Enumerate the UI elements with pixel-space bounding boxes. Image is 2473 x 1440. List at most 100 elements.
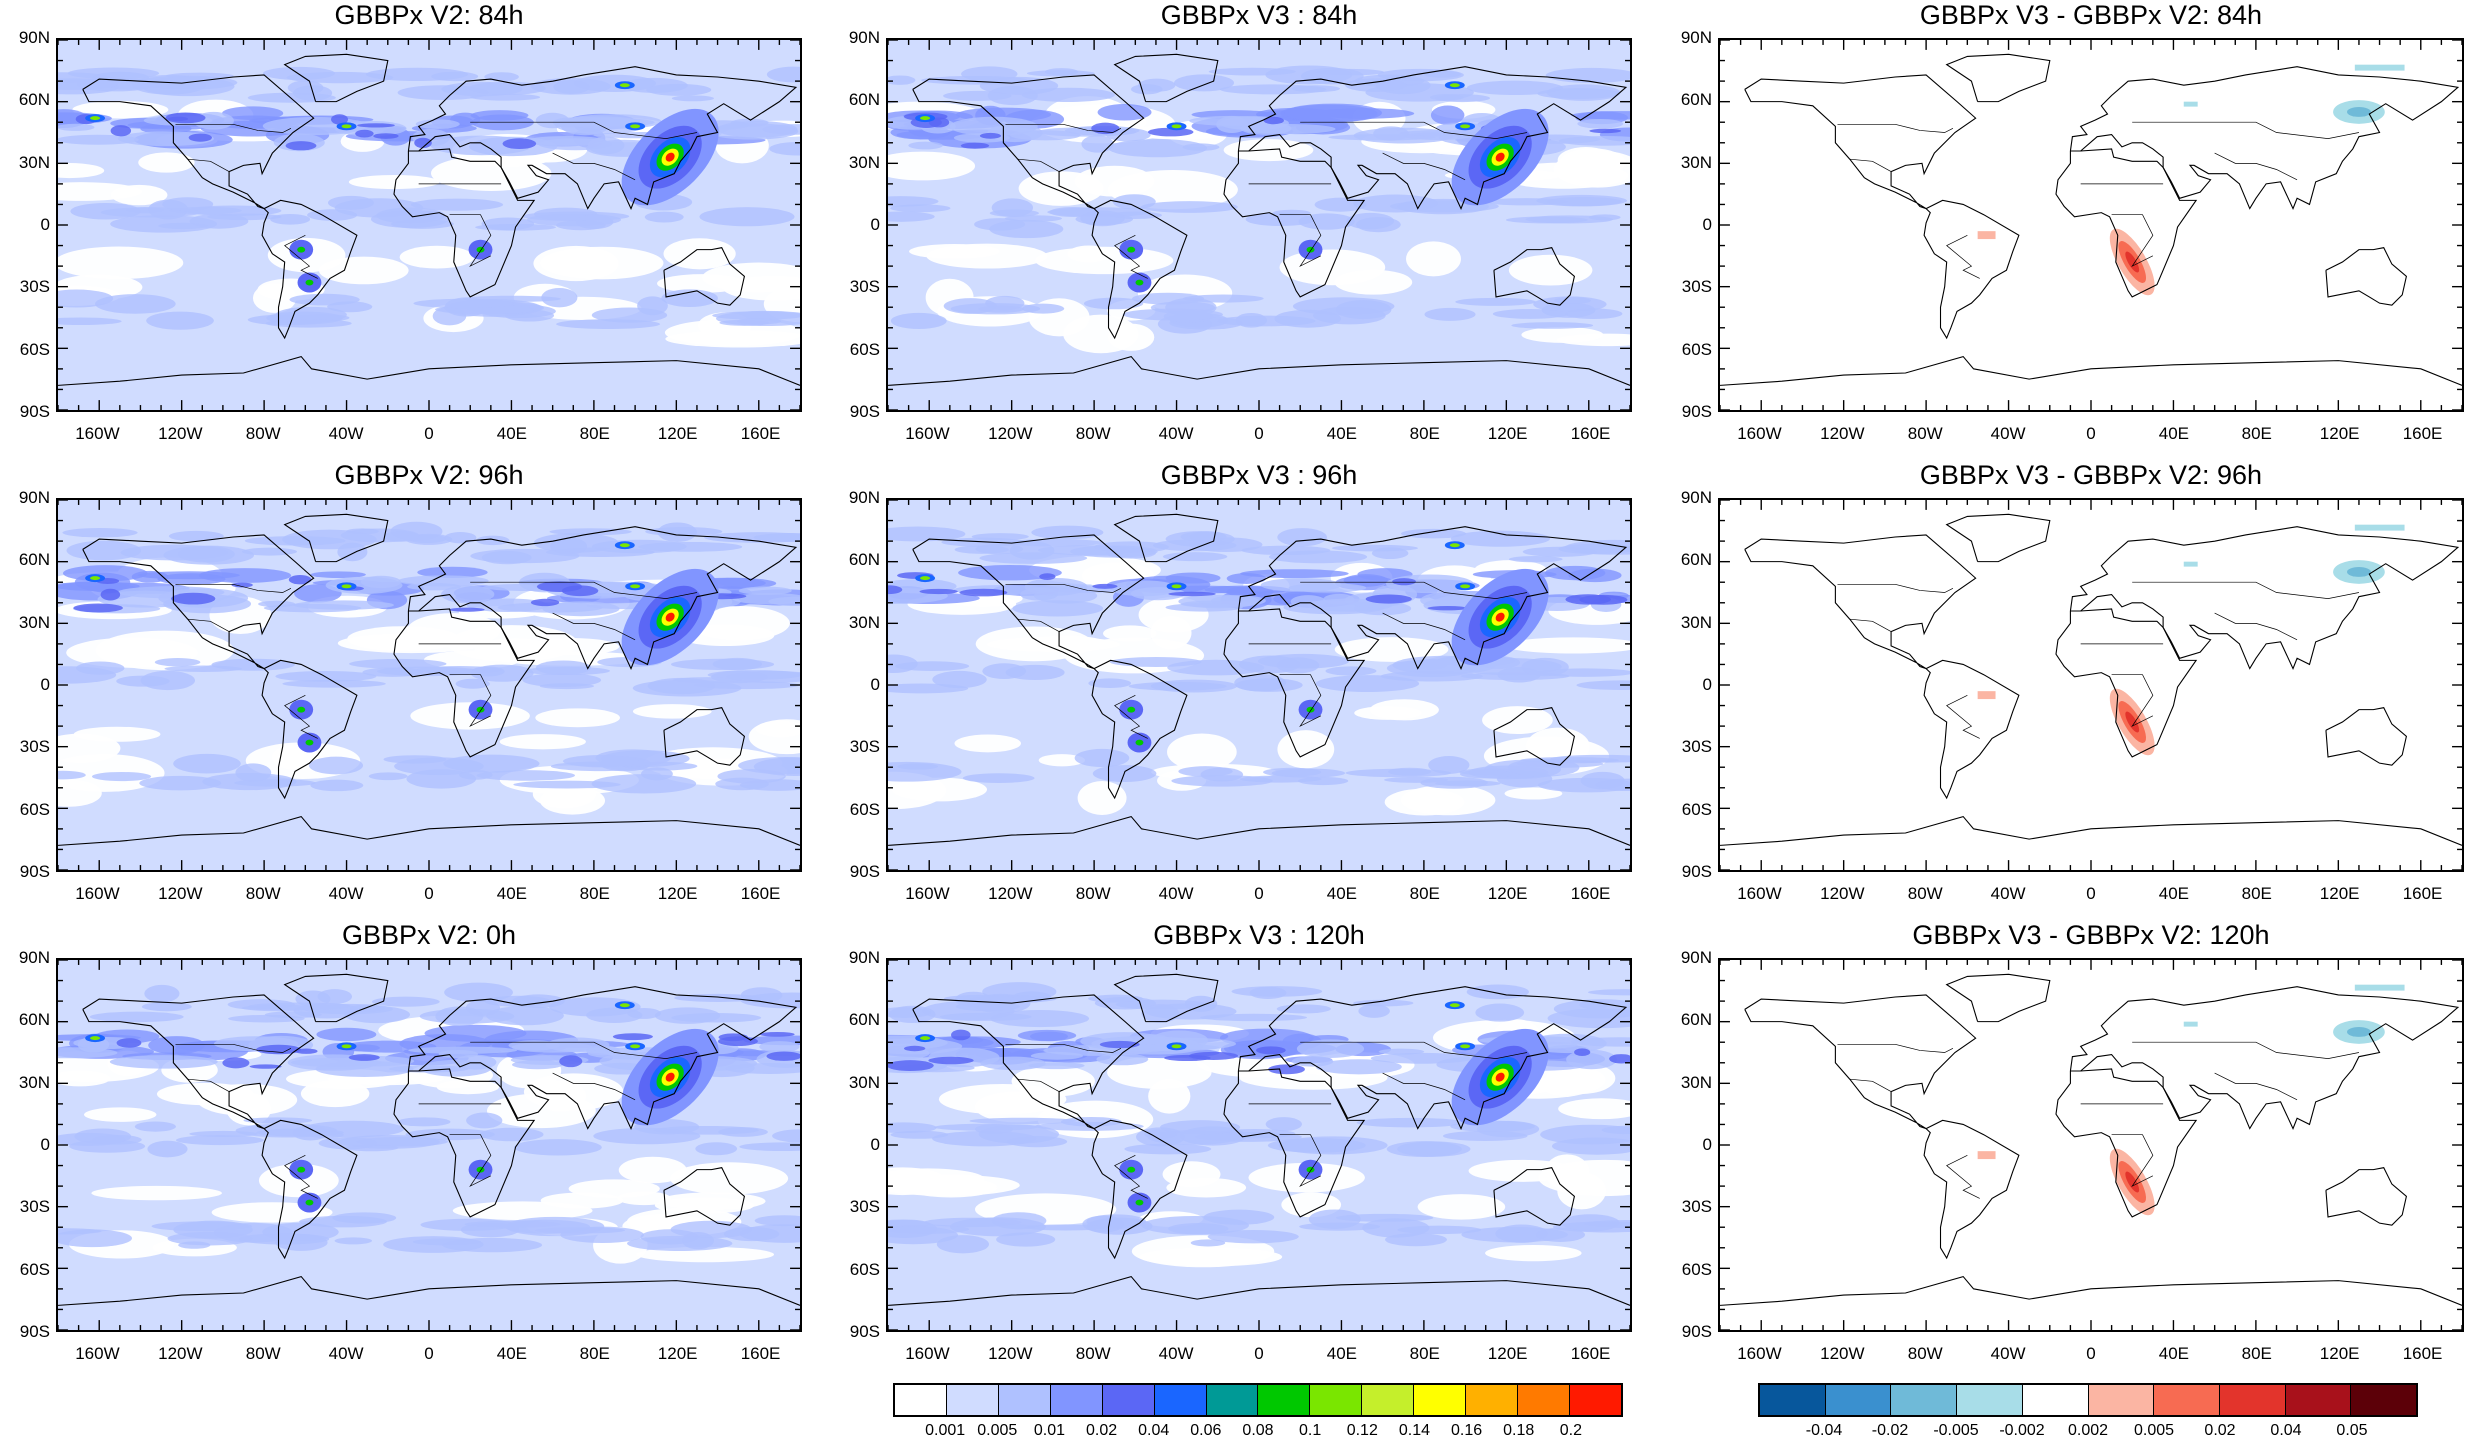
panel-title: GBBPx V3 - GBBPx V2: 84h	[1919, 0, 2263, 30]
latitude-tick-label: 30N	[848, 1072, 880, 1092]
colorbar-label: 0.02	[2204, 1422, 2236, 1439]
emission-map	[886, 38, 1632, 412]
longitude-tick-label: 40E	[1326, 884, 1357, 903]
latitude-tick-label: 90S	[849, 1322, 880, 1341]
latitude-tick-label: 90S	[1681, 1322, 1712, 1341]
longitude-tick-label: 120E	[2319, 884, 2360, 903]
emission-map	[56, 498, 802, 872]
longitude-tick-label: 160W	[905, 1344, 950, 1363]
latitude-tick-label: 60N	[1680, 550, 1712, 570]
longitude-tick-label: 80E	[1409, 424, 1440, 443]
latitude-tick-label: 90N	[18, 948, 50, 967]
longitude-tick-label: 40W	[328, 884, 364, 903]
colorbar-swatch	[895, 1385, 947, 1415]
longitude-tick-label: 40W	[328, 1344, 364, 1363]
latitude-tick-label: 90S	[1681, 402, 1712, 421]
longitude-tick-label: 0	[1254, 884, 1264, 903]
longitude-tick-label: 40W	[1990, 1344, 2026, 1363]
longitude-tick-label: 80W	[1075, 884, 1111, 903]
colorbar-swatch	[1466, 1385, 1519, 1415]
longitude-tick-label: 40W	[1158, 884, 1194, 903]
longitude-tick-label: 160E	[740, 1344, 781, 1363]
longitude-tick-label: 120W	[158, 1344, 203, 1363]
longitude-tick-label: 80W	[1075, 1344, 1111, 1363]
latitude-tick-label: 90N	[1680, 28, 1712, 47]
longitude-tick-label: 160W	[1737, 1344, 1782, 1363]
emission-map	[886, 958, 1632, 1332]
latitude-tick-label: 0	[40, 215, 50, 234]
latitude-tick-label: 30N	[1680, 152, 1712, 172]
panel-title: GBBPx V2: 96h	[334, 460, 524, 490]
longitude-tick-label: 160W	[1737, 884, 1782, 903]
colorbar-label: 0.04	[2270, 1422, 2302, 1439]
latitude-tick-label: 0	[1702, 215, 1712, 234]
colorbar-swatch	[1825, 1385, 1892, 1415]
latitude-tick-label: 0	[1702, 1135, 1712, 1154]
panel-title: GBBPx V3 - GBBPx V2: 120h	[1912, 920, 2270, 950]
colorbar-swatch	[1154, 1385, 1207, 1415]
latitude-tick-label: 30S	[1681, 737, 1712, 757]
latitude-tick-label: 0	[870, 215, 880, 234]
colorbar-label: 0.1	[1299, 1422, 1322, 1439]
longitude-tick-label: 160W	[1737, 424, 1782, 443]
latitude-tick-label: 30N	[18, 152, 50, 172]
latitude-tick-label: 60N	[1680, 1010, 1712, 1030]
colorbar-swatch	[1957, 1385, 2023, 1415]
latitude-tick-label: 30S	[849, 737, 880, 757]
colorbar-label: 0.2	[1559, 1422, 1582, 1439]
colorbar-label: 0.005	[977, 1422, 1018, 1439]
longitude-tick-label: 160E	[1570, 884, 1611, 903]
colorbar-label: 0.12	[1346, 1422, 1378, 1439]
colorbar-difference	[1758, 1383, 2418, 1417]
longitude-tick-label: 40W	[1158, 424, 1194, 443]
latitude-tick-label: 60S	[1681, 799, 1712, 819]
latitude-tick-label: 30N	[1680, 612, 1712, 632]
colorbar-swatch	[2088, 1385, 2155, 1415]
longitude-tick-label: 0	[2086, 884, 2096, 903]
longitude-tick-label: 80E	[579, 884, 610, 903]
longitude-tick-label: 160E	[2402, 884, 2443, 903]
longitude-tick-label: 120W	[988, 884, 1033, 903]
colorbar-label: 0.005	[2133, 1422, 2175, 1439]
longitude-tick-label: 120W	[1820, 1344, 1865, 1363]
colorbar-label: 0.14	[1398, 1422, 1430, 1439]
colorbar-swatch	[1050, 1385, 1103, 1415]
latitude-tick-label: 60S	[1681, 339, 1712, 359]
latitude-tick-label: 90N	[18, 28, 50, 47]
longitude-tick-label: 120W	[1820, 424, 1865, 443]
longitude-tick-label: 120E	[657, 424, 698, 443]
longitude-tick-label: 80W	[1907, 424, 1943, 443]
colorbar-swatch	[1760, 1385, 1826, 1415]
colorbar-swatch	[1310, 1385, 1363, 1415]
panel-title: GBBPx V3 - GBBPx V2: 96h	[1919, 460, 2263, 490]
emission-map	[56, 38, 802, 412]
latitude-tick-label: 60N	[848, 1010, 880, 1030]
colorbar-label: -0.04	[1805, 1422, 1843, 1439]
longitude-tick-label: 80E	[1409, 884, 1440, 903]
latitude-tick-label: 60N	[18, 90, 50, 110]
colorbar-swatch	[998, 1385, 1051, 1415]
latitude-tick-label: 30N	[848, 612, 880, 632]
longitude-tick-label: 160E	[2402, 1344, 2443, 1363]
panel-title: GBBPx V3 : 84h	[1160, 0, 1358, 30]
longitude-tick-label: 160W	[75, 884, 120, 903]
latitude-tick-label: 90N	[18, 488, 50, 507]
panel-title: GBBPx V3 : 120h	[1153, 920, 1365, 950]
longitude-tick-label: 160W	[905, 424, 950, 443]
colorbar-swatch	[1414, 1385, 1467, 1415]
latitude-tick-label: 0	[40, 1135, 50, 1154]
colorbar-label: -0.02	[1871, 1422, 1909, 1439]
latitude-tick-label: 30N	[1680, 1072, 1712, 1092]
latitude-tick-label: 60N	[18, 1010, 50, 1030]
latitude-tick-label: 90S	[19, 1322, 50, 1341]
colorbar-swatch	[2154, 1385, 2220, 1415]
colorbar-swatch	[2219, 1385, 2286, 1415]
longitude-tick-label: 80E	[2241, 1344, 2272, 1363]
emission-map	[886, 498, 1632, 872]
latitude-tick-label: 30N	[848, 152, 880, 172]
latitude-tick-label: 90N	[848, 488, 880, 507]
latitude-tick-label: 90S	[849, 402, 880, 421]
longitude-tick-label: 80E	[1409, 1344, 1440, 1363]
latitude-tick-label: 30S	[849, 1197, 880, 1217]
latitude-tick-label: 90N	[1680, 488, 1712, 507]
